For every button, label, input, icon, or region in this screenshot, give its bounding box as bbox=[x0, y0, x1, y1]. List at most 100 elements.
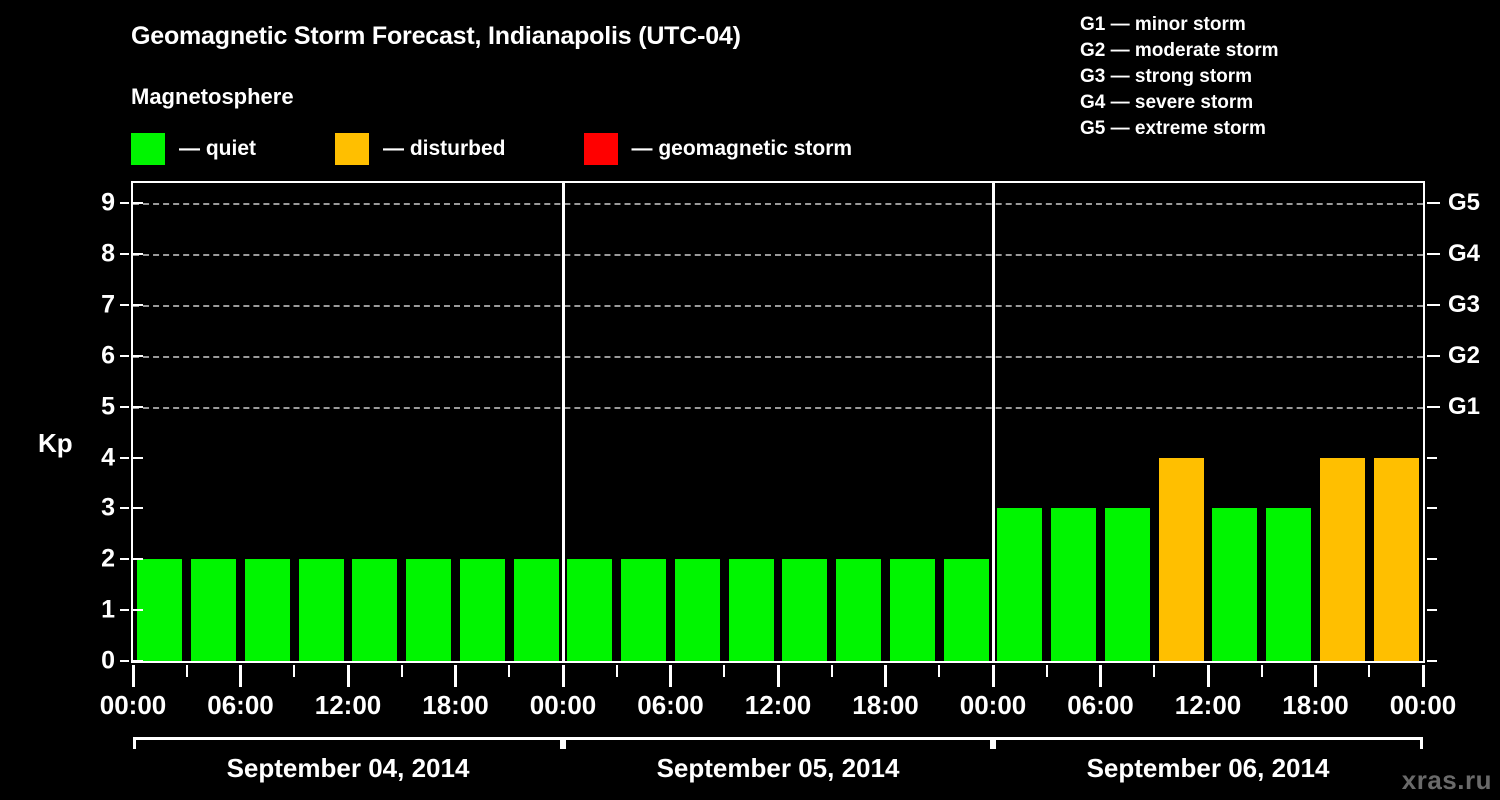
bar bbox=[298, 559, 344, 661]
x-tick-label: 18:00 bbox=[852, 690, 919, 720]
y-tick-label: 2 bbox=[101, 544, 115, 573]
gridline bbox=[133, 355, 1423, 358]
x-tick-minor bbox=[1153, 665, 1156, 677]
bar bbox=[621, 559, 667, 661]
y-tick-inner bbox=[133, 354, 143, 357]
g-tick-label: G1 bbox=[1448, 392, 1481, 420]
bar bbox=[782, 559, 828, 661]
page-title: Geomagnetic Storm Forecast, Indianapolis… bbox=[131, 22, 741, 50]
day-band bbox=[993, 737, 1423, 749]
x-tick-label: 00:00 bbox=[959, 690, 1027, 720]
day-label: September 05, 2014 bbox=[656, 753, 900, 783]
x-tick-major bbox=[1421, 665, 1425, 687]
x-tick-label: 18:00 bbox=[422, 690, 489, 720]
bar bbox=[836, 559, 882, 661]
bar bbox=[459, 559, 505, 661]
x-tick-major bbox=[1099, 665, 1102, 687]
g-tick-label: G4 bbox=[1448, 240, 1481, 268]
y-tick-label: 3 bbox=[101, 493, 115, 522]
day-label: September 06, 2014 bbox=[1086, 753, 1330, 783]
bar bbox=[513, 559, 559, 661]
y-tick-mark bbox=[120, 304, 129, 307]
y-tick-label: 0 bbox=[101, 646, 115, 675]
bar bbox=[889, 559, 935, 661]
magnetosphere-section-label: Magnetosphere bbox=[131, 84, 294, 109]
day-band bbox=[563, 737, 993, 749]
y-tick-inner bbox=[133, 405, 143, 408]
y-tick-label: 6 bbox=[101, 341, 115, 370]
day-band bbox=[133, 737, 563, 749]
g-scale-legend: G1 — minor storm G2 — moderate storm G3 … bbox=[1080, 12, 1279, 142]
x-tick-minor bbox=[615, 665, 618, 677]
magnetosphere-legend: — quiet — disturbed — geomagnetic storm bbox=[131, 132, 852, 166]
y-tick-inner bbox=[133, 202, 143, 205]
y-tick-mark bbox=[120, 507, 129, 510]
y-tick-mark bbox=[120, 660, 129, 662]
x-tick-label: 06:00 bbox=[207, 690, 274, 720]
bar bbox=[352, 559, 398, 661]
x-tick-minor bbox=[1045, 665, 1048, 677]
y-tick-label: 5 bbox=[101, 392, 115, 421]
bar bbox=[406, 559, 452, 661]
g-tick-mark-minor bbox=[1427, 660, 1437, 662]
x-tick-label: 00:00 bbox=[99, 690, 167, 720]
y-tick-label: 1 bbox=[101, 595, 115, 624]
gridline bbox=[133, 305, 1423, 308]
x-tick-minor bbox=[400, 665, 403, 677]
g-tick-label: G5 bbox=[1448, 189, 1481, 217]
bar bbox=[1104, 508, 1150, 661]
bar bbox=[137, 559, 183, 661]
x-tick-label: 12:00 bbox=[744, 690, 812, 720]
x-tick-minor bbox=[185, 665, 188, 677]
bar bbox=[728, 559, 774, 661]
legend-swatch-disturbed bbox=[335, 133, 369, 165]
legend-swatch-storm bbox=[583, 133, 618, 165]
y-tick-inner bbox=[133, 609, 143, 612]
y-tick-mark bbox=[120, 405, 129, 408]
day-separator bbox=[561, 183, 565, 661]
legend-label-quiet: — quiet bbox=[179, 137, 256, 160]
bar bbox=[1373, 457, 1419, 661]
day-separator bbox=[991, 183, 995, 661]
x-tick-major bbox=[991, 665, 995, 687]
y-tick-mark bbox=[120, 456, 129, 459]
g-tick-mark bbox=[1427, 253, 1440, 256]
y-tick-inner bbox=[133, 304, 143, 307]
bar bbox=[244, 559, 290, 661]
y-tick-mark bbox=[120, 558, 129, 561]
legend-item-quiet: — quiet bbox=[131, 133, 256, 165]
g-scale-item-g5: G5 — extreme storm bbox=[1080, 118, 1266, 139]
plot-area bbox=[131, 181, 1425, 663]
x-tick-minor bbox=[830, 665, 833, 677]
g-tick-mark-minor bbox=[1427, 456, 1437, 459]
bar bbox=[191, 559, 237, 661]
y-tick-inner bbox=[133, 507, 143, 510]
x-tick-minor bbox=[293, 665, 296, 677]
y-tick-inner bbox=[133, 253, 143, 256]
bar bbox=[1212, 508, 1258, 661]
legend-swatch-quiet bbox=[131, 133, 165, 165]
x-tick-minor bbox=[723, 665, 726, 677]
x-tick-minor bbox=[1260, 665, 1263, 677]
g-tick-mark bbox=[1427, 202, 1440, 205]
bar bbox=[997, 508, 1043, 661]
y-tick-mark bbox=[120, 202, 129, 205]
g-tick-mark bbox=[1427, 354, 1440, 357]
bar bbox=[1266, 508, 1312, 661]
g-tick-mark bbox=[1427, 405, 1440, 408]
bar bbox=[674, 559, 720, 661]
x-tick-minor bbox=[938, 665, 941, 677]
g-scale-item-g1: G1 — minor storm bbox=[1080, 14, 1246, 35]
y-tick-inner bbox=[133, 558, 143, 561]
x-tick-major bbox=[1206, 665, 1210, 687]
y-tick-label: 8 bbox=[101, 239, 115, 268]
x-tick-major bbox=[346, 665, 350, 687]
g-tick-mark-minor bbox=[1427, 609, 1437, 612]
legend-item-disturbed: — disturbed bbox=[335, 133, 506, 165]
legend-label-storm: — geomagnetic storm bbox=[631, 137, 853, 160]
watermark: xras.ru bbox=[1401, 765, 1492, 795]
x-tick-minor bbox=[508, 665, 511, 677]
x-tick-label: 12:00 bbox=[1174, 690, 1242, 720]
bar bbox=[943, 559, 989, 661]
